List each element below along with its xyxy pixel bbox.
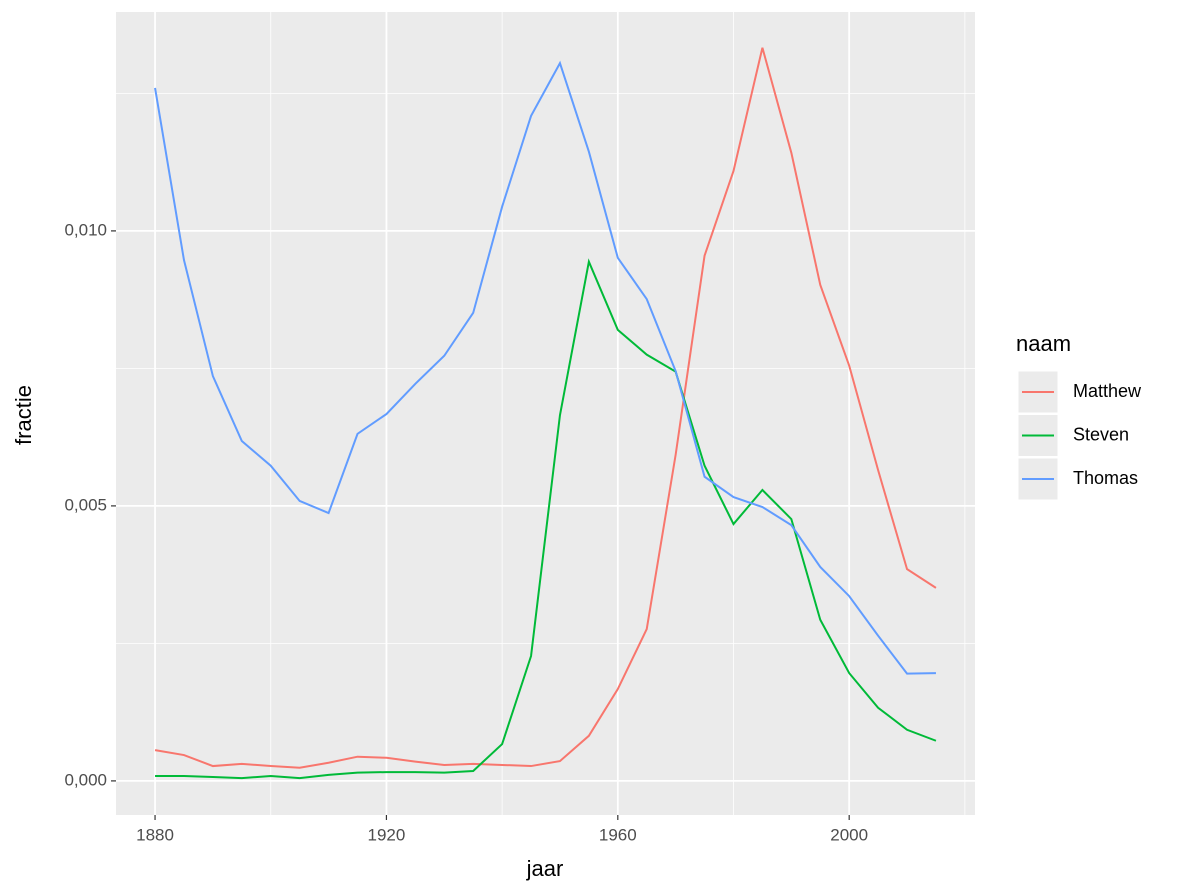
legend-title: naam [1016, 331, 1071, 356]
x-tick-label: 1920 [368, 825, 406, 844]
panel [116, 12, 975, 815]
line-series [154, 47, 937, 769]
x-tick-label: 2000 [830, 825, 868, 844]
y-tick-label: 0,010 [64, 220, 107, 239]
x-tick-label: 1880 [136, 825, 174, 844]
x-axis-title: jaar [526, 856, 564, 881]
line-series [155, 258, 937, 780]
y-axis-title: fractie [11, 385, 36, 445]
x-tick-label: 1960 [599, 825, 637, 844]
legend-label: Matthew [1073, 381, 1142, 401]
y-tick-label: 0,005 [64, 495, 107, 514]
legend-label: Steven [1073, 424, 1129, 444]
legend-label: Thomas [1073, 468, 1138, 488]
line-series [154, 60, 936, 675]
y-tick-label: 0,000 [64, 770, 107, 789]
